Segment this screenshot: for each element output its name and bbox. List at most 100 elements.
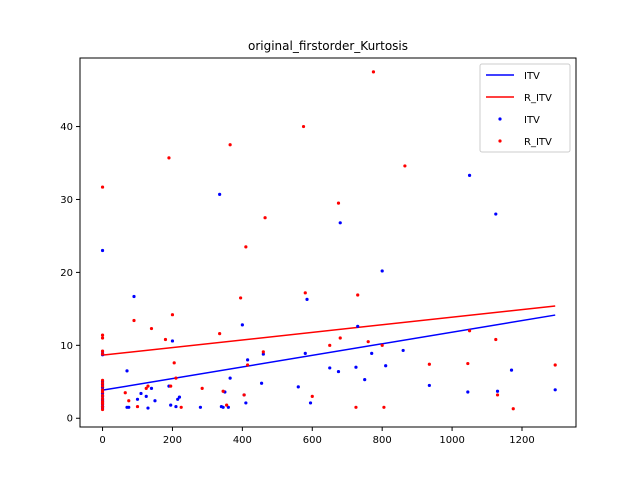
point-itv (308, 401, 313, 405)
point-itv (176, 397, 180, 401)
point-r-itv (100, 388, 105, 392)
point-r-itv (100, 352, 105, 356)
point-r-itv (239, 296, 243, 300)
point-itv (384, 364, 388, 368)
point-itv (226, 405, 230, 409)
point-r-itv (167, 156, 171, 160)
point-itv (153, 399, 157, 403)
point-r-itv (242, 393, 246, 397)
y-tick-label: 40 (60, 122, 73, 133)
x-tick-label: 600 (303, 435, 322, 446)
point-itv (221, 405, 225, 409)
point-itv (259, 381, 264, 385)
point-itv (296, 385, 300, 389)
point-r-itv (144, 386, 148, 390)
point-itv (135, 397, 140, 401)
point-r-itv (371, 70, 376, 74)
y-axis: 0 10 20 30 40 (60, 122, 80, 425)
legend-label: ITV (524, 115, 540, 126)
point-itv (356, 324, 360, 328)
point-itv (169, 403, 173, 407)
point-r-itv (380, 343, 384, 347)
chart-title: original_firstorder_Kurtosis (248, 39, 408, 53)
point-itv (305, 297, 309, 301)
point-r-itv (100, 384, 105, 388)
point-r-itv (169, 384, 173, 388)
point-r-itv (494, 337, 498, 342)
point-itv (144, 394, 148, 398)
point-r-itv (263, 216, 267, 220)
point-itv (380, 269, 384, 273)
point-itv (146, 406, 150, 410)
point-r-itv (303, 291, 307, 295)
legend-label: ITV (524, 71, 540, 82)
point-itv (244, 401, 248, 405)
point-r-itv (100, 396, 105, 401)
point-r-itv (467, 329, 472, 333)
point-itv (125, 369, 129, 373)
point-r-itv (100, 407, 105, 412)
point-r-itv (403, 164, 407, 168)
point-r-itv (100, 402, 105, 406)
point-r-itv (100, 378, 105, 382)
legend: ITV R_ITV ITV R_ITV (479, 63, 571, 153)
point-r-itv (246, 363, 250, 367)
point-itv (303, 351, 307, 355)
point-r-itv (179, 405, 183, 409)
point-r-itv (100, 381, 105, 385)
point-r-itv (495, 393, 500, 397)
fit-lines (102, 305, 556, 391)
point-r-itv (336, 201, 341, 205)
point-itv (218, 192, 222, 196)
point-r-itv (100, 333, 105, 337)
point-r-itv (146, 384, 150, 388)
point-r-itv (228, 143, 232, 147)
point-r-itv (100, 336, 105, 340)
point-r-itv (127, 399, 131, 403)
point-r-itv (382, 405, 386, 409)
legend-box (479, 63, 571, 153)
point-r-itv (100, 185, 105, 189)
point-itv (132, 294, 136, 299)
point-r-itv (261, 350, 265, 354)
x-tick-label: 800 (373, 435, 392, 446)
x-tick-label: 400 (233, 435, 252, 446)
point-r-itv (132, 318, 136, 323)
point-r-itv (225, 403, 229, 407)
point-r-itv (366, 340, 370, 344)
y-tick-label: 10 (60, 341, 73, 352)
point-itv (149, 386, 154, 390)
point-r-itv (218, 332, 222, 336)
point-itv (427, 383, 431, 388)
point-r-itv (310, 394, 314, 398)
point-r-itv (123, 391, 127, 395)
point-itv (553, 388, 557, 392)
point-itv (240, 323, 244, 327)
point-itv (494, 212, 498, 216)
point-r-itv (301, 124, 306, 129)
point-r-itv (149, 326, 154, 331)
point-itv (467, 173, 472, 178)
point-itv (328, 366, 332, 370)
point-itv (354, 365, 358, 369)
point-r-itv (427, 362, 431, 366)
point-r-itv (466, 361, 470, 366)
point-r-itv (135, 404, 140, 409)
point-r-itv (100, 399, 105, 404)
legend-marker-swatch (498, 117, 502, 121)
legend-marker-swatch (498, 139, 502, 143)
point-itv (338, 221, 342, 225)
point-itv (370, 351, 374, 355)
point-r-itv (553, 363, 557, 367)
point-itv (336, 369, 341, 374)
point-r-itv (100, 404, 105, 409)
point-itv (127, 405, 131, 409)
point-r-itv (244, 245, 248, 249)
point-r-itv (100, 394, 105, 398)
point-itv (177, 395, 182, 399)
point-itv (401, 348, 405, 353)
x-tick-label: 1000 (439, 435, 464, 446)
point-itv (261, 352, 265, 356)
point-itv (198, 405, 203, 409)
